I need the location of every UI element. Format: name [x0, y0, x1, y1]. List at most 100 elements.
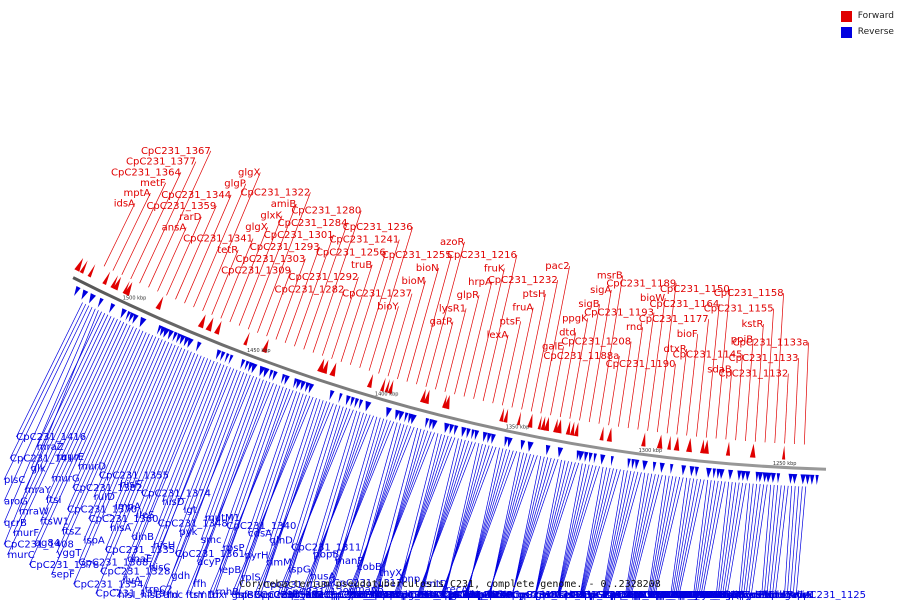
reverse-feature-arrow — [449, 423, 455, 435]
forward-leader-line — [349, 252, 387, 365]
reverse-leader-line — [327, 419, 388, 596]
forward-leader-line — [121, 182, 167, 275]
forward-leader-line — [764, 308, 774, 443]
forward-feature-arrow — [599, 426, 604, 441]
reverse-gene-label: CpC231_1354 — [74, 579, 144, 590]
reverse-gene-label: dinB — [132, 532, 154, 543]
forward-leader-line — [511, 307, 534, 408]
reverse-gene-label: CpC231_1408 — [4, 540, 74, 551]
reverse-leader-line — [114, 347, 183, 507]
reverse-gene-label: CpC231_1175 — [649, 590, 719, 600]
forward-feature-arrow — [74, 258, 84, 272]
reverse-gene-label: CpC231_1311 — [291, 543, 361, 554]
reverse-gene-label: CpC231_1340 — [227, 521, 297, 532]
forward-leader-line — [148, 150, 212, 288]
reverse-leader-line — [606, 472, 642, 596]
forward-gene-label: bioF — [677, 329, 698, 340]
reverse-leader-line — [604, 471, 635, 596]
forward-leader-line — [435, 321, 454, 390]
genome-backbone-arc — [72, 276, 827, 471]
reverse-leader-line — [511, 457, 552, 596]
reverse-leader-line — [557, 463, 583, 596]
reverse-gene-label: ribA — [775, 590, 795, 600]
forward-leader-line — [340, 264, 373, 363]
forward-leader-line — [656, 283, 677, 433]
reverse-leader-line — [795, 486, 807, 596]
reverse-leader-line — [603, 470, 632, 596]
reverse-feature-arrow — [395, 409, 401, 420]
reverse-gene-label: thyX — [379, 568, 402, 579]
forward-leader-line — [745, 339, 754, 442]
reverse-gene-label: CpC231_1416 — [16, 432, 86, 443]
reverse-leader-line — [603, 470, 628, 596]
reverse-feature-arrow — [627, 458, 631, 469]
reverse-gene-label: alaS — [581, 590, 602, 600]
reverse-leader-line — [254, 403, 334, 596]
reverse-leader-line — [119, 346, 179, 485]
reverse-leader-line — [511, 459, 559, 596]
forward-gene-label: CpC231_1301 — [264, 230, 334, 241]
reverse-leader-line — [774, 485, 789, 596]
forward-leader-line — [454, 295, 480, 395]
reverse-gene-labels: CpC231_1416 CpC231_1417 plsC aroG qcrB CpC231… — [4, 432, 866, 600]
reverse-gene-label: CpC231_1370 — [67, 505, 137, 516]
reverse-feature-arrow — [689, 466, 695, 477]
forward-gene-label: glxK — [260, 211, 282, 222]
reverse-feature-arrow — [176, 333, 182, 344]
reverse-feature-arrow — [248, 361, 254, 372]
reverse-leader-line — [717, 482, 733, 596]
forward-feature-arrow — [641, 432, 646, 447]
reverse-gene-label: infB — [303, 590, 323, 600]
forward-gene-label: mptA — [124, 188, 151, 199]
reverse-leader-line — [30, 313, 106, 469]
forward-feature-arrow — [123, 282, 133, 296]
forward-leader-line — [416, 254, 452, 385]
reverse-leader-lines — [3, 302, 807, 596]
reverse-feature-arrow — [128, 312, 135, 323]
reverse-gene-label: ribE — [772, 590, 792, 600]
reverse-feature-arrow — [308, 383, 315, 394]
reverse-leader-line — [673, 478, 695, 596]
reverse-leader-line — [440, 446, 497, 596]
reverse-leader-line — [66, 332, 147, 510]
reverse-feature-arrow — [670, 463, 674, 474]
reverse-leader-line — [743, 483, 758, 596]
reverse-leader-line — [511, 456, 545, 596]
reverse-leader-line — [247, 391, 297, 534]
forward-gene-label: pac2 — [545, 261, 569, 272]
reverse-leader-line — [215, 387, 287, 593]
reverse-leader-line — [7, 319, 118, 555]
reverse-feature-arrow — [593, 453, 597, 464]
reverse-leader-line — [769, 485, 782, 596]
forward-feature-arrow — [321, 359, 329, 375]
reverse-gene-label: ttsK — [421, 590, 441, 600]
forward-leader-line — [368, 226, 413, 371]
reverse-feature-arrow — [792, 473, 798, 485]
reverse-leader-line — [45, 323, 128, 501]
reverse-gene-label: glo81 — [535, 590, 563, 600]
reverse-leader-line — [651, 476, 677, 596]
reverse-feature-arrow — [74, 286, 81, 297]
forward-leader-line — [666, 363, 676, 434]
reverse-gene-label: CpC231_1220 — [626, 590, 696, 600]
forward-gene-label: CpC231_1292 — [289, 272, 359, 283]
forward-gene-label: CpC231_1377 — [126, 157, 196, 168]
reverse-leader-line — [218, 386, 284, 571]
reverse-gene-label: CpC231_1360 — [89, 514, 159, 525]
forward-gene-label: CpC231_1241 — [329, 235, 399, 246]
forward-gene-label: ptsF — [499, 316, 520, 327]
reverse-leader-line — [100, 351, 192, 572]
reverse-gene-label: ruID — [94, 492, 115, 503]
forward-feature-arrow — [112, 276, 122, 291]
reverse-gene-label: glk — [31, 464, 46, 475]
reverse-feature-arrow — [399, 410, 405, 421]
reverse-leader-line — [144, 367, 231, 590]
reverse-gene-label: CpC231_1378 — [29, 560, 99, 571]
reverse-leader-line — [140, 354, 199, 494]
reverse-feature-arrow — [240, 358, 246, 369]
reverse-gene-label: ileS — [136, 510, 154, 521]
reverse-gene-label: ald — [163, 590, 178, 600]
forward-leader-line — [530, 280, 559, 412]
reverse-leader-line — [648, 475, 670, 596]
reverse-gene-label: glnD — [270, 536, 293, 547]
